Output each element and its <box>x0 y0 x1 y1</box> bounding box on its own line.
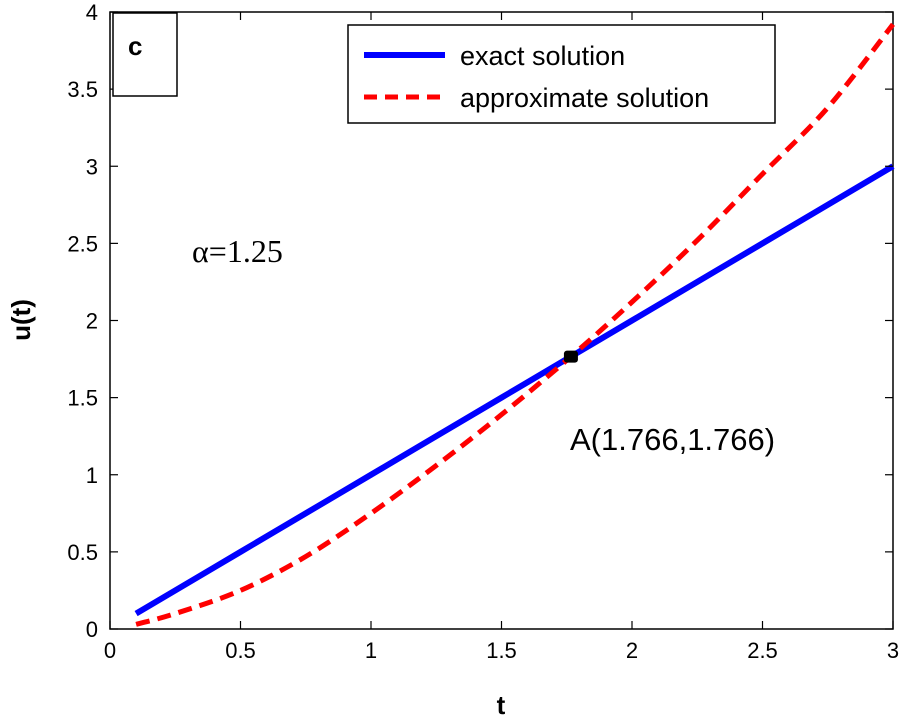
y-tick-label: 4 <box>86 0 98 25</box>
x-tick-label: 0.5 <box>225 638 256 663</box>
y-tick-label: 2.5 <box>67 231 98 256</box>
panel-label: c <box>128 31 142 61</box>
intersection-point <box>563 350 578 363</box>
x-tick-label: 3 <box>887 638 899 663</box>
x-axis-label: t <box>497 690 506 719</box>
y-tick-label: 0.5 <box>67 540 98 565</box>
y-tick-label: 3 <box>86 154 98 179</box>
legend-label-approximate: approximate solution <box>460 83 709 113</box>
panel-label-box <box>112 12 178 97</box>
point-annotation: A(1.766,1.766) <box>570 422 775 457</box>
x-tick-label: 1 <box>365 638 377 663</box>
legend-box <box>347 24 776 124</box>
y-tick-label: 1 <box>86 463 98 488</box>
y-tick-label: 0 <box>86 617 98 642</box>
y-tick-label: 1.5 <box>67 386 98 411</box>
series-line-exact <box>134 163 895 617</box>
x-tick-label: 2.5 <box>747 638 778 663</box>
legend-label-exact: exact solution <box>460 41 625 71</box>
x-tick-label: 0 <box>104 638 116 663</box>
legend: exact solution approximate solution <box>347 24 776 124</box>
ticks-layer: 0 0.5 1 1.5 2 2.5 3 0 0.5 1 1.5 2 2.5 3 3.5 4 <box>67 0 899 663</box>
y-tick-label: 2 <box>86 309 98 334</box>
series-line-approximate <box>135 22 895 627</box>
series-layer <box>134 22 895 627</box>
x-tick-label: 1.5 <box>486 638 517 663</box>
y-axis-label: u(t) <box>6 299 36 341</box>
x-tick-label: 2 <box>626 638 638 663</box>
alpha-annotation: α=1.25 <box>192 233 283 269</box>
y-tick-label: 3.5 <box>67 77 98 102</box>
